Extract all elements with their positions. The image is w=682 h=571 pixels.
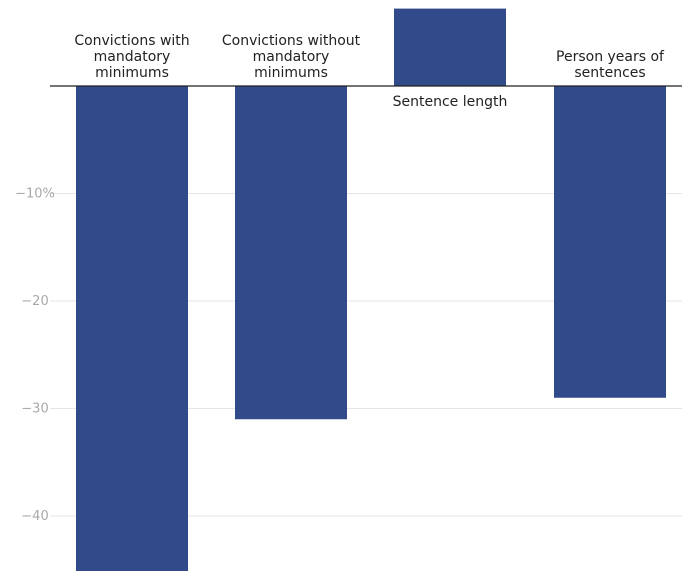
category-label-line: minimums: [95, 65, 169, 81]
category-label: Convictions without mandatory minimums: [222, 33, 361, 81]
category-label-line: Person years of: [556, 49, 665, 65]
y-tick-label: −40: [21, 509, 48, 524]
category-label-line: mandatory: [253, 49, 330, 65]
bar: [76, 86, 188, 571]
bar: [554, 86, 666, 398]
y-tick-label: −20: [21, 294, 48, 309]
category-label-line: mandatory: [94, 49, 171, 65]
bar: [235, 86, 347, 420]
y-tick-label: −10%: [15, 187, 55, 202]
y-tick-label: −30: [21, 402, 48, 417]
category-labels: Convictions with mandatory minimumsConvict…: [74, 33, 665, 110]
category-label-line: Sentence length: [393, 94, 508, 110]
y-axis-tick-labels: −10% −20 −30 −40: [15, 187, 55, 525]
bars: [76, 8, 666, 571]
bar: [394, 8, 506, 87]
category-label-line: Convictions with: [74, 33, 189, 49]
category-label: Sentence length: [393, 94, 508, 110]
category-label: Person years of sentences: [556, 49, 665, 81]
category-label-line: Convictions without: [222, 33, 361, 49]
category-label-line: sentences: [574, 65, 645, 81]
category-label: Convictions with mandatory minimums: [74, 33, 189, 81]
category-label-line: minimums: [254, 65, 328, 81]
